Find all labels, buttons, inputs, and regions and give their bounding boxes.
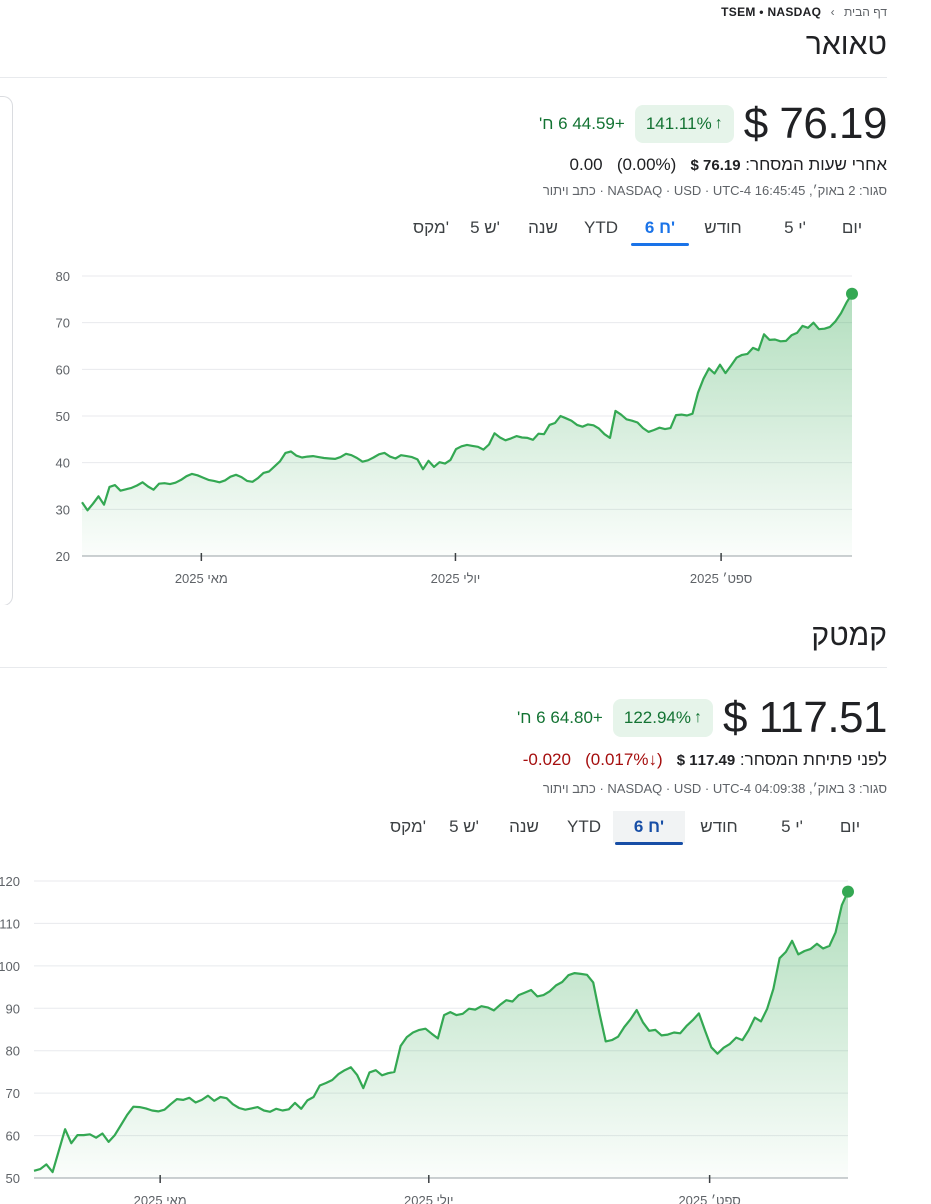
y-tick-label: 80 <box>56 269 70 284</box>
breadcrumb-home-link[interactable]: דף הבית <box>843 5 887 19</box>
y-tick-label: 120 <box>0 874 20 889</box>
range-tabs: יום 5 י' חודש 6 ח' YTD שנה 5 ש' מקס' <box>381 811 869 845</box>
y-tick-label: 40 <box>56 456 70 471</box>
tab-range[interactable]: מקס' <box>413 218 449 237</box>
arrow-up-icon: ↑ <box>714 115 723 132</box>
after-hours-percent: (0.00%) <box>616 155 677 174</box>
pre-market-row: לפני פתיחת המסחר: $ 117.49 (0.017%↓) -0.… <box>523 750 887 770</box>
x-tick-label: מאי 2025 <box>175 571 228 586</box>
x-tick-label: יולי 2025 <box>431 571 481 586</box>
after-hours-label: אחרי שעות המסחר: <box>745 155 887 174</box>
price-series-line <box>33 891 850 1174</box>
price-area-fill <box>34 891 848 1178</box>
y-tick-label: 60 <box>56 362 70 377</box>
tab-range[interactable]: 5 י' <box>784 218 806 237</box>
after-hours-row: אחרי שעות המסחר: $ 76.19 (0.00%) 0.00 <box>570 155 887 175</box>
divider <box>0 77 887 78</box>
tab-range[interactable]: 5 י' <box>781 817 803 836</box>
tab-range[interactable]: יום <box>839 817 861 836</box>
tab-range[interactable]: שנה <box>528 218 558 237</box>
tab-range[interactable]: 5 ש' <box>449 817 479 836</box>
market-meta: סגור: 2 באוק׳, 16:45:45 NASDAQ · USD · U… <box>542 183 887 198</box>
tab-range[interactable]: YTD <box>567 817 601 836</box>
percent-change: 122.94% <box>623 708 691 727</box>
y-tick-label: 50 <box>6 1171 20 1186</box>
price-chart-tsem: 20 30 40 50 60 70 80 מאי 2025 יולי 2025 ספט׳ 2025 <box>56 269 858 586</box>
pre-market-price: $ 117.49 <box>676 752 736 769</box>
tab-range[interactable]: 5 ש' <box>470 218 500 237</box>
y-tick-label: 70 <box>6 1086 20 1101</box>
side-card-edge <box>0 96 13 605</box>
x-tick-label: ספט׳ 2025 <box>690 571 752 586</box>
percent-change-badge: 122.94% ↑ <box>612 699 713 737</box>
breadcrumb: TSEM • NASDAQ ‹ דף הבית <box>721 5 887 19</box>
x-tick-label: מאי 2025 <box>134 1193 187 1204</box>
divider <box>0 667 887 668</box>
tab-range[interactable]: יום <box>841 218 863 237</box>
price-row: $ 76.19 141.11% ↑ +44.59 6 ח' <box>538 99 888 149</box>
y-tick-label: 70 <box>56 316 70 331</box>
y-tick-label: 100 <box>0 959 20 974</box>
price-area-fill <box>82 293 852 556</box>
tab-range[interactable]: YTD <box>584 218 618 237</box>
tab-range[interactable]: חודש <box>704 218 742 237</box>
x-tick-label: ספט׳ 2025 <box>678 1193 740 1204</box>
percent-change-badge: 141.11% ↑ <box>634 105 734 143</box>
y-tick-label: 60 <box>6 1129 20 1144</box>
arrow-up-icon: ↑ <box>693 709 702 726</box>
pre-market-label: לפני פתיחת המסחר: <box>739 750 887 769</box>
tab-range[interactable]: חודש <box>700 817 738 836</box>
quote-panel-camtek: קמטק $ 117.51 122.94% ↑ +64.80 6 ח' לפני… <box>0 605 931 1204</box>
range-tabs: יום 5 י' חודש 6 ח' YTD שנה 5 ש' מקס' <box>405 212 869 246</box>
y-tick-label: 80 <box>6 1044 20 1059</box>
page-title: טאואר <box>805 28 887 61</box>
y-tick-label: 50 <box>56 409 70 424</box>
y-tick-label: 30 <box>56 502 70 517</box>
tab-range[interactable]: שנה <box>509 817 539 836</box>
tab-range[interactable]: מקס' <box>390 817 426 836</box>
breadcrumb-ticker: TSEM • NASDAQ <box>721 5 822 19</box>
absolute-change: +44.59 6 ח' <box>538 114 625 133</box>
price-series-line <box>81 293 853 512</box>
absolute-change: +64.80 6 ח' <box>517 708 603 727</box>
tab-range[interactable]: 6 ח' <box>613 811 685 845</box>
market-meta: סגור: 3 באוק׳, 04:09:38 NASDAQ · USD · U… <box>542 781 887 796</box>
quote-panel-tsem: TSEM • NASDAQ ‹ דף הבית טאואר $ 76.19 14… <box>0 5 888 605</box>
after-hours-price: $ 76.19 <box>690 157 741 174</box>
last-price-dot <box>846 287 858 300</box>
pre-market-change: -0.020 <box>522 750 571 769</box>
price-chart-camtek: 50 60 70 80 90 100 110 120 מאי 2025 יולי 2025 ספט׳… <box>0 874 854 1204</box>
page-title: קמטק <box>811 619 887 652</box>
y-tick-label: 110 <box>0 916 20 931</box>
y-tick-label: 90 <box>6 1001 20 1016</box>
after-hours-change: 0.00 <box>569 155 603 174</box>
x-tick-label: יולי 2025 <box>404 1193 454 1204</box>
chevron-left-icon: ‹ <box>830 5 835 19</box>
last-price-dot <box>842 885 854 898</box>
pre-market-percent: (0.017%↓) <box>585 750 663 769</box>
price-row: $ 117.51 122.94% ↑ +64.80 6 ח' <box>517 693 888 743</box>
percent-change: 141.11% <box>645 114 712 133</box>
current-price: $ 117.51 <box>722 693 888 742</box>
current-price: $ 76.19 <box>743 99 888 148</box>
y-tick-label: 20 <box>56 549 70 564</box>
tab-range[interactable]: 6 ח' <box>629 212 691 246</box>
